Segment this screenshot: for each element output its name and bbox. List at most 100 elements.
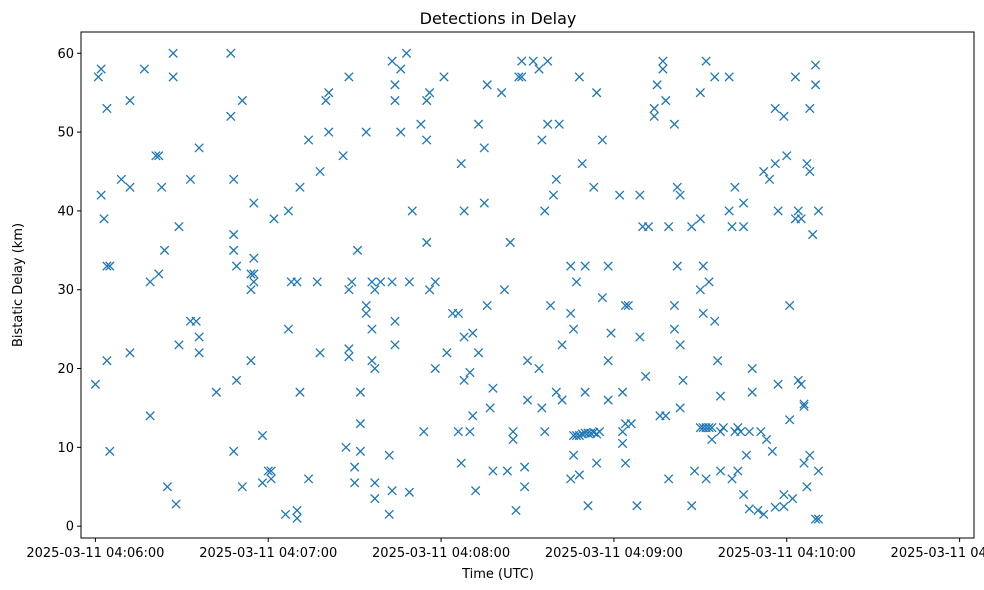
data-point [344,72,354,82]
data-point [352,245,363,255]
data-point [566,308,576,319]
data-point [551,387,561,397]
data-point [661,95,671,106]
data-point [698,261,708,271]
data-point [663,474,674,484]
data-point [404,487,415,497]
y-tick-label: 10 [57,441,74,456]
data-point [603,395,613,405]
data-point [744,426,754,437]
data-point [707,422,717,433]
data-point [226,111,236,121]
data-point [796,214,806,224]
y-tick-label: 60 [57,47,74,62]
data-point [568,450,579,460]
data-point [810,60,821,70]
data-point [105,446,115,456]
data-point [543,56,553,66]
data-point [96,190,106,200]
data-point [468,411,478,421]
data-point [519,462,530,472]
data-point [793,375,803,386]
data-point [347,277,357,287]
data-point [790,72,801,82]
y-tick-label: 40 [57,204,74,219]
data-point [747,387,757,397]
data-point [404,277,415,287]
data-point [479,198,489,208]
data-point [453,308,464,319]
data-point [338,151,348,161]
data-point [687,222,697,232]
data-point [139,64,150,74]
data-point [162,482,173,492]
data-point [156,182,167,192]
data-point [430,277,440,287]
data-point [295,182,305,192]
data-point [185,174,196,185]
data-point [269,214,279,224]
data-point [459,375,469,386]
x-tick-label: 2025-03-11 04:10:00 [718,546,856,561]
data-point [805,166,815,177]
data-point [759,509,769,520]
data-point [799,399,809,409]
data-point [226,48,236,58]
data-point [303,135,314,145]
data-point [424,88,435,98]
data-point [738,489,749,500]
data-point [315,348,325,358]
data-point [229,229,239,240]
data-point [125,348,135,358]
data-point [266,474,276,484]
data-point [344,352,354,362]
data-point [779,489,789,500]
data-point [779,111,789,121]
data-point [606,328,616,338]
plot-frame [80,31,975,539]
data-point [229,446,239,456]
data-point [810,514,821,524]
data-point [715,466,726,476]
data-point [249,198,259,208]
data-point [802,482,812,492]
data-point [770,502,780,512]
data-point [566,261,576,271]
data-point [453,426,464,437]
data-point [715,426,726,437]
data-point [514,72,524,82]
data-point [658,64,668,74]
data-point [695,285,705,295]
data-point [249,253,259,263]
data-point [505,237,515,248]
data-point [669,119,680,129]
data-point [237,95,247,106]
data-point [805,103,815,114]
data-point [465,426,475,437]
data-point [367,356,377,366]
data-point [733,422,743,433]
data-point [390,340,400,350]
data-point [548,190,559,200]
data-point [537,135,547,145]
data-point [643,222,654,232]
data-point [442,348,452,358]
data-point [761,434,772,445]
data-point [145,277,155,287]
data-point [355,446,366,456]
data-point [344,285,354,295]
data-point [747,363,757,374]
data-point [102,356,112,366]
data-point [663,222,674,232]
data-point [508,434,518,445]
data-point [295,387,305,397]
data-point [767,446,778,456]
data-point [603,356,613,366]
data-point [695,214,705,224]
data-point [615,190,625,200]
data-point [813,514,824,524]
data-point [738,222,749,232]
data-point [361,300,371,311]
data-point [787,493,798,504]
